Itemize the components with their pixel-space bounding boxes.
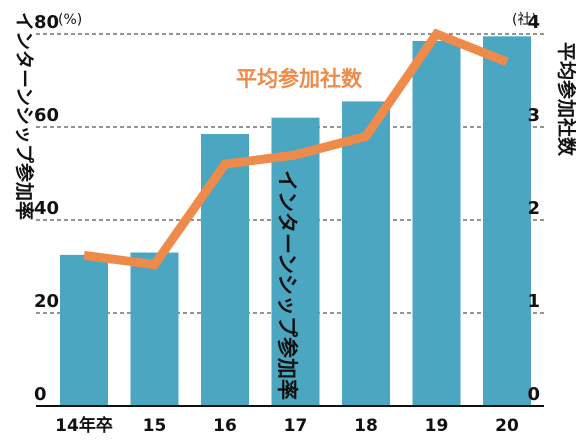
x-tick-0: 14年卒 xyxy=(55,415,113,436)
x-tick-6: 20 xyxy=(495,416,519,436)
bar-series-label: インターンシップ参加率 xyxy=(275,170,299,400)
line-series-label: 平均参加社数 xyxy=(236,67,363,91)
x-axis-ticks: 14年卒 15 16 17 18 19 20 xyxy=(55,415,519,436)
x-tick-1: 15 xyxy=(143,416,167,436)
x-tick-5: 19 xyxy=(425,416,449,436)
bar-0 xyxy=(60,254,108,406)
left-tick-60: 60 xyxy=(34,105,59,126)
left-axis-label: インターンシップ参加率 xyxy=(13,12,36,220)
bar-5 xyxy=(412,40,461,406)
bar-1 xyxy=(130,252,179,406)
right-tick-1: 1 xyxy=(527,291,540,312)
x-tick-3: 17 xyxy=(284,416,308,436)
bar-4 xyxy=(342,101,390,407)
bar-3 xyxy=(271,117,320,406)
left-tick-0: 0 xyxy=(34,384,47,405)
right-axis-ticks: 0 1 2 3 4 xyxy=(527,12,540,405)
line-series xyxy=(83,28,509,270)
right-tick-0: 0 xyxy=(527,384,540,405)
left-tick-80: 80 xyxy=(34,12,59,33)
right-tick-3: 3 xyxy=(527,105,540,126)
bar-series xyxy=(60,36,531,407)
x-tick-4: 18 xyxy=(354,416,378,436)
right-tick-4: 4 xyxy=(527,12,540,33)
left-tick-40: 40 xyxy=(34,198,59,219)
right-tick-2: 2 xyxy=(527,198,540,219)
bar-2 xyxy=(201,133,249,406)
left-axis-unit: (%) xyxy=(58,12,82,28)
right-axis-unit: (社) xyxy=(512,12,537,28)
left-axis-ticks: 0 20 40 60 80 xyxy=(34,12,59,405)
left-tick-20: 20 xyxy=(34,291,59,312)
x-tick-2: 16 xyxy=(213,416,237,436)
bar-6 xyxy=(483,36,531,406)
right-axis-label: 平均参加社数 xyxy=(555,42,576,157)
